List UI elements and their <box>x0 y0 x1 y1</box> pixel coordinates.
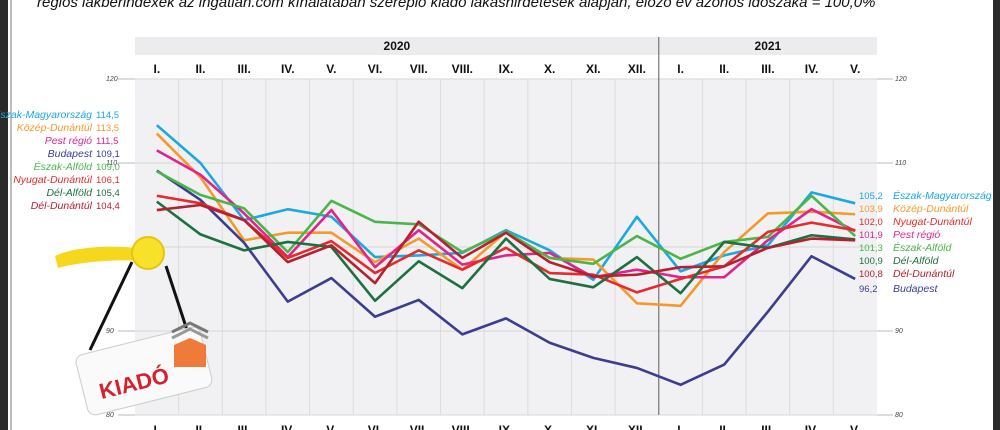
series-name-left: Közép-Dunántúl <box>17 122 93 134</box>
series-name-left: Pest régió <box>45 135 92 147</box>
month-label-bottom: III. <box>761 423 774 430</box>
series-end-value: 102,0 <box>859 217 883 228</box>
series-name-left: Észak-Magyarország <box>0 108 92 121</box>
series-start-value: 113,5 <box>96 123 119 134</box>
month-label-top: V. <box>850 62 860 76</box>
year-header-label: 2020 <box>384 39 411 53</box>
y-tick-label-left: 120 <box>106 76 118 83</box>
month-label-bottom: XII. <box>628 423 646 430</box>
y-tick-label-right: 80 <box>895 412 903 419</box>
sign-string <box>164 265 189 331</box>
chart-subtitle: régiós lakbérindexek az ingatlan.com kín… <box>37 0 876 11</box>
sign-string <box>88 261 134 351</box>
month-label-top: VI. <box>368 62 383 76</box>
series-name-right: Közép-Dunántúl <box>893 203 969 215</box>
month-label-bottom: IV. <box>805 423 819 430</box>
month-label-bottom: VIII. <box>452 423 473 430</box>
month-label-top: II. <box>195 62 205 76</box>
series-end-value: 101,3 <box>859 243 883 254</box>
series-start-value: 109,1 <box>96 149 120 160</box>
series-start-value: 114,5 <box>96 110 119 121</box>
month-label-top: I. <box>153 62 160 76</box>
series-start-value: 111,5 <box>96 136 118 147</box>
month-label-top: III. <box>237 62 250 76</box>
month-label-bottom: II. <box>719 423 729 430</box>
month-label-top: IV. <box>805 62 819 76</box>
month-label-bottom: I. <box>677 423 684 430</box>
left-frame-line <box>10 0 12 430</box>
series-name-right: Dél-Alföld <box>893 255 940 267</box>
month-label-top: XII. <box>628 62 646 76</box>
month-label-bottom: IX. <box>499 423 514 430</box>
series-end-value: 100,9 <box>859 256 883 267</box>
y-tick-label-left: 80 <box>106 412 114 419</box>
series-end-value: 96,2 <box>859 284 878 295</box>
series-name-left: Dél-Alföld <box>46 187 93 199</box>
series-line-Budapest <box>156 169 856 387</box>
month-label-bottom: X. <box>544 423 555 430</box>
year-header-band <box>658 37 877 55</box>
y-tick-label-right: 110 <box>895 160 906 167</box>
series-line-Észak-Magyarország <box>155 124 856 282</box>
month-label-bottom: V. <box>850 423 860 430</box>
series-start-value: 105,4 <box>96 188 120 199</box>
series-name-right: Dél-Dunántúl <box>893 268 955 280</box>
series-end-value: 105,2 <box>859 191 883 202</box>
year-header-label: 2021 <box>755 39 782 53</box>
series-start-value: 106,1 <box>96 175 120 186</box>
month-label-bottom: XI. <box>586 423 601 430</box>
y-tick-label-left: 90 <box>106 328 114 335</box>
series-name-right: Pest régió <box>893 229 940 241</box>
series-start-value: 109,0 <box>96 162 120 173</box>
series-name-left: Nyugat-Dunántúl <box>13 174 92 186</box>
month-label-top: X. <box>544 62 555 76</box>
series-name-right: Budapest <box>893 283 938 295</box>
right-frame-border <box>993 0 1000 430</box>
month-label-top: VIII. <box>452 62 473 76</box>
series-start-value: 104,4 <box>96 201 120 212</box>
door-handle-rosette <box>131 236 165 270</box>
series-name-right: Észak-Magyarország <box>893 189 992 202</box>
month-label-bottom: II. <box>195 423 205 430</box>
month-label-bottom: V. <box>326 423 336 430</box>
series-line-Pest régió <box>156 149 856 279</box>
series-name-right: Nyugat-Dunántúl <box>893 216 972 228</box>
month-label-bottom: I. <box>153 423 160 430</box>
series-name-right: Észak-Alföld <box>893 241 953 254</box>
series-end-value: 101,9 <box>859 230 883 241</box>
y-tick-label-right: 90 <box>895 328 903 335</box>
roof-chevron-icon <box>171 321 209 334</box>
roof-chevron-icon <box>171 327 209 340</box>
month-label-top: III. <box>761 62 774 76</box>
month-label-top: VII. <box>410 62 428 76</box>
door-handle-lever <box>55 246 150 268</box>
month-label-top: IX. <box>499 62 514 76</box>
month-label-top: V. <box>326 62 336 76</box>
kiado-sign-illustration: KIADÓ <box>55 236 213 416</box>
y-tick-label-right: 120 <box>895 76 907 83</box>
y-tick-label-left: 110 <box>106 160 117 167</box>
month-label-bottom: III. <box>237 423 250 430</box>
month-label-bottom: IV. <box>281 423 295 430</box>
month-label-top: XI. <box>586 62 601 76</box>
series-line-Dél-Alföld <box>156 200 856 303</box>
series-name-left: Budapest <box>48 148 93 160</box>
month-label-bottom: VII. <box>410 423 428 430</box>
series-name-left: Dél-Dunántúl <box>31 200 93 212</box>
month-label-top: I. <box>677 62 684 76</box>
month-label-top: IV. <box>281 62 295 76</box>
house-icon <box>174 338 206 367</box>
series-end-value: 103,9 <box>859 204 883 215</box>
left-frame-border <box>0 0 8 430</box>
year-header-band <box>135 37 659 55</box>
series-end-value: 100,8 <box>859 269 883 280</box>
series-name-left: Észak-Alföld <box>34 160 94 173</box>
month-label-top: II. <box>719 62 729 76</box>
series-line-Dél-Dunántúl <box>156 203 856 285</box>
month-label-bottom: VI. <box>368 423 383 430</box>
